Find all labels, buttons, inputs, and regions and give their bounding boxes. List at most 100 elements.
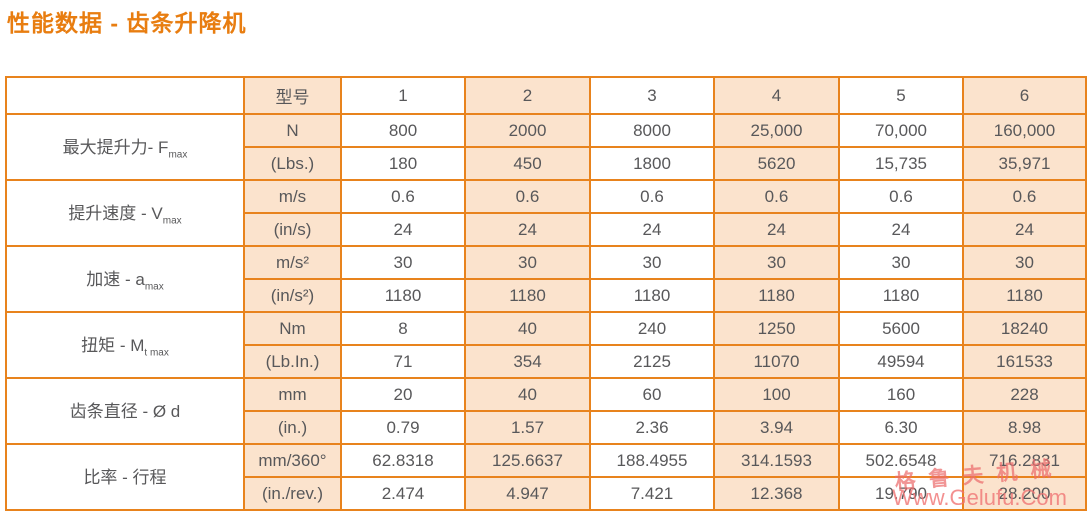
value-cell: 1250 (713, 311, 840, 346)
value-cell: 30 (713, 245, 840, 280)
value-cell: 2.474 (340, 476, 466, 511)
value-cell: 40 (464, 377, 591, 412)
spec-label-ratio-stroke: 比率 - 行程 (5, 443, 245, 511)
value-cell: 30 (838, 245, 964, 280)
value-cell: 0.79 (340, 410, 466, 445)
value-cell: 502.6548 (838, 443, 964, 478)
header-row: 型号 1 2 3 4 5 6 (5, 76, 1087, 115)
spec-label-text: 比率 - 行程 (83, 468, 167, 488)
unit-cell: mm/360° (243, 443, 342, 478)
value-cell: 1180 (713, 278, 840, 313)
value-cell: 228 (962, 377, 1087, 412)
spec-row-speed-ms: 提升速度 - Vmax m/s 0.6 0.6 0.6 0.6 0.6 0.6 (5, 179, 1087, 247)
spec-row-torque-lbin: (Lb.In.) 71 354 2125 11070 49594 161533 (6, 344, 1087, 379)
value-cell: 1180 (340, 278, 466, 313)
value-cell: 70,000 (838, 113, 964, 148)
spec-row-diameter-in: (in.) 0.79 1.57 2.36 3.94 6.30 8.98 (6, 410, 1087, 445)
value-cell: 24 (340, 212, 466, 247)
value-cell: 1.57 (464, 410, 591, 445)
value-cell: 25,000 (713, 113, 840, 148)
value-cell: 716.2831 (962, 443, 1087, 478)
value-cell: 8.98 (962, 410, 1087, 445)
value-cell: 1800 (589, 146, 715, 181)
spec-label-subscript: max (162, 215, 182, 227)
spec-row-force-n: 最大提升力- Fmax N 800 2000 8000 25,000 70,00… (5, 113, 1087, 181)
value-cell: 24 (464, 212, 591, 247)
value-cell: 125.6637 (464, 443, 591, 478)
value-cell: 71 (340, 344, 466, 379)
model-header-cell: 型号 (243, 76, 342, 115)
unit-cell: (Lbs.) (243, 146, 342, 181)
value-cell: 8 (340, 311, 466, 346)
value-cell: 8000 (589, 113, 715, 148)
spec-row-accel-ms2: 加速 - amax m/s² 30 30 30 30 30 30 (5, 245, 1087, 313)
spec-label-subscript: max (144, 281, 164, 293)
value-cell: 35,971 (962, 146, 1087, 181)
model-col-header-5: 5 (838, 76, 964, 115)
spec-row-speed-ins: (in/s) 24 24 24 24 24 24 (6, 212, 1087, 247)
model-col-header-6: 6 (962, 76, 1087, 115)
value-cell: 161533 (962, 344, 1087, 379)
value-cell: 5620 (713, 146, 840, 181)
value-cell: 40 (464, 311, 591, 346)
value-cell: 0.6 (713, 179, 840, 214)
spec-label-text: 最大提升力- F (62, 138, 169, 158)
value-cell: 1180 (838, 278, 964, 313)
value-cell: 24 (962, 212, 1087, 247)
spec-label-text: 提升速度 - V (68, 204, 163, 224)
value-cell: 1180 (962, 278, 1087, 313)
spec-label-max-force: 最大提升力- Fmax (5, 113, 245, 181)
value-cell: 15,735 (838, 146, 964, 181)
value-cell: 0.6 (589, 179, 715, 214)
unit-cell: N (243, 113, 342, 148)
spec-label-lift-speed: 提升速度 - Vmax (5, 179, 245, 247)
value-cell: 0.6 (340, 179, 466, 214)
unit-cell: (in/s) (243, 212, 342, 247)
unit-cell: Nm (243, 311, 342, 346)
spec-row-force-lbs: (Lbs.) 180 450 1800 5620 15,735 35,971 (6, 146, 1087, 181)
value-cell: 1180 (589, 278, 715, 313)
value-cell: 3.94 (713, 410, 840, 445)
value-cell: 49594 (838, 344, 964, 379)
value-cell: 354 (464, 344, 591, 379)
model-col-header-2: 2 (464, 76, 591, 115)
value-cell: 0.6 (838, 179, 964, 214)
spec-label-text: 加速 - a (86, 270, 145, 290)
value-cell: 24 (589, 212, 715, 247)
value-cell: 160,000 (962, 113, 1087, 148)
value-cell: 5600 (838, 311, 964, 346)
unit-cell: (in./rev.) (243, 476, 342, 511)
unit-cell: (Lb.In.) (243, 344, 342, 379)
spec-label-subscript: t max (144, 347, 169, 359)
value-cell: 60 (589, 377, 715, 412)
value-cell: 6.30 (838, 410, 964, 445)
value-cell: 30 (464, 245, 591, 280)
value-cell: 100 (713, 377, 840, 412)
value-cell: 30 (589, 245, 715, 280)
spec-row-torque-nm: 扭矩 - Mt max Nm 8 40 240 1250 5600 18240 (5, 311, 1087, 379)
value-cell: 19.790 (838, 476, 964, 511)
value-cell: 1180 (464, 278, 591, 313)
spec-label-acceleration: 加速 - amax (5, 245, 245, 313)
value-cell: 20 (340, 377, 466, 412)
value-cell: 314.1593 (713, 443, 840, 478)
unit-cell: m/s (243, 179, 342, 214)
value-cell: 30 (962, 245, 1087, 280)
unit-cell: mm (243, 377, 342, 412)
spec-label-rack-diameter: 齿条直径 - Ø d (5, 377, 245, 445)
page-title: 性能数据 - 齿条升降机 (7, 10, 247, 36)
spec-row-accel-ins2: (in/s²) 1180 1180 1180 1180 1180 1180 (6, 278, 1087, 313)
value-cell: 12.368 (713, 476, 840, 511)
model-col-header-1: 1 (340, 76, 466, 115)
value-cell: 180 (340, 146, 466, 181)
value-cell: 450 (464, 146, 591, 181)
value-cell: 18240 (962, 311, 1087, 346)
spec-label-text: 齿条直径 - Ø d (69, 402, 181, 422)
model-col-header-3: 3 (589, 76, 715, 115)
unit-cell: m/s² (243, 245, 342, 280)
value-cell: 4.947 (464, 476, 591, 511)
value-cell: 160 (838, 377, 964, 412)
value-cell: 30 (340, 245, 466, 280)
performance-table: 型号 1 2 3 4 5 6 最大提升力- Fmax N 800 2000 80… (5, 76, 1087, 511)
spec-row-ratio-inrev: (in./rev.) 2.474 4.947 7.421 12.368 19.7… (6, 476, 1087, 511)
